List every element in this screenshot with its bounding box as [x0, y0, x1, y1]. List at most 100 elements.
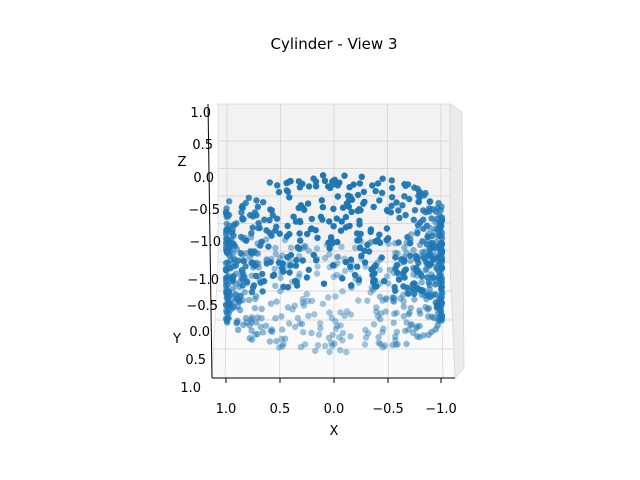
data-point — [251, 304, 259, 312]
data-point — [259, 329, 267, 336]
data-point — [299, 180, 306, 187]
data-point — [278, 313, 285, 320]
data-point — [321, 177, 329, 184]
data-point — [420, 332, 427, 339]
data-point — [268, 232, 275, 239]
data-point — [223, 309, 230, 316]
data-point — [276, 230, 283, 237]
data-point — [312, 178, 320, 185]
data-point — [425, 305, 433, 312]
data-point — [390, 298, 398, 305]
data-point — [253, 319, 260, 326]
data-point — [384, 273, 391, 280]
data-point — [266, 216, 273, 224]
data-point — [383, 206, 391, 214]
data-point — [279, 252, 286, 259]
data-point — [299, 329, 307, 336]
data-point — [354, 207, 361, 214]
data-point — [337, 347, 344, 354]
data-point — [304, 297, 311, 305]
data-point — [297, 343, 305, 351]
data-point — [326, 245, 333, 252]
data-point — [227, 291, 234, 298]
data-point — [356, 180, 364, 187]
data-point — [334, 193, 342, 200]
data-point — [370, 321, 378, 328]
data-point — [420, 207, 427, 214]
data-point — [329, 240, 336, 247]
data-point — [348, 208, 355, 216]
data-point — [397, 295, 404, 302]
data-point — [365, 330, 372, 337]
data-point — [381, 342, 389, 349]
data-point — [425, 252, 432, 259]
data-point — [302, 243, 309, 250]
data-point — [354, 191, 362, 199]
data-point — [328, 314, 335, 321]
data-point — [407, 304, 414, 312]
data-point — [393, 199, 400, 206]
data-point — [258, 238, 265, 246]
data-point — [376, 266, 383, 274]
data-point — [347, 333, 354, 340]
data-point — [411, 207, 419, 214]
data-point — [226, 252, 233, 259]
z-tick-label: 0.5 — [192, 138, 213, 153]
data-point — [286, 320, 293, 327]
data-point — [266, 179, 273, 186]
data-point — [382, 308, 389, 315]
data-point — [320, 280, 328, 287]
data-point — [361, 247, 368, 254]
data-point — [339, 337, 346, 344]
data-point — [437, 294, 444, 301]
data-point — [243, 237, 250, 244]
y-tick-label: 0.5 — [185, 353, 206, 368]
data-point — [305, 247, 312, 254]
data-point — [334, 238, 341, 246]
data-point — [304, 230, 311, 238]
data-point — [317, 325, 324, 332]
data-point — [369, 271, 376, 279]
data-point — [392, 254, 399, 261]
data-point — [271, 265, 278, 273]
data-point — [374, 180, 382, 187]
data-point — [401, 244, 408, 251]
data-point — [336, 334, 343, 341]
data-point — [341, 312, 348, 320]
data-point — [329, 342, 336, 350]
data-point — [351, 244, 359, 252]
data-point — [253, 212, 260, 219]
data-point — [402, 211, 409, 219]
data-point — [392, 333, 399, 340]
data-point — [356, 217, 363, 224]
data-point — [424, 233, 431, 240]
data-point — [278, 335, 285, 343]
data-point — [369, 182, 376, 189]
data-point — [290, 213, 297, 220]
data-point — [400, 298, 407, 305]
data-point — [267, 259, 274, 266]
data-point — [319, 204, 327, 211]
data-point — [353, 230, 361, 237]
data-point — [339, 329, 347, 337]
data-point — [339, 288, 346, 295]
data-point — [299, 295, 307, 303]
y-axis-label: Y — [172, 332, 181, 347]
data-point — [438, 285, 445, 293]
data-point — [426, 285, 433, 292]
data-point — [319, 216, 326, 223]
data-point — [390, 294, 397, 301]
data-point — [258, 305, 265, 313]
data-point — [383, 295, 390, 302]
data-point — [407, 252, 414, 259]
data-point — [388, 177, 395, 184]
data-point — [254, 203, 262, 210]
data-point — [345, 192, 352, 199]
data-point — [388, 202, 395, 209]
data-point — [407, 257, 414, 264]
data-point — [326, 348, 333, 356]
data-point — [376, 197, 383, 204]
data-point — [289, 306, 296, 313]
tick-labels: 1.0 0.5 0.0 −0.5 −1.0 1.0 0.5 0.0 −0.5 −1.0 −1.0 −0… — [180, 106, 456, 417]
